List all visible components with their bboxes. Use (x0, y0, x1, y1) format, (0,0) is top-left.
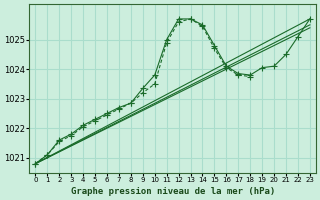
X-axis label: Graphe pression niveau de la mer (hPa): Graphe pression niveau de la mer (hPa) (70, 187, 275, 196)
